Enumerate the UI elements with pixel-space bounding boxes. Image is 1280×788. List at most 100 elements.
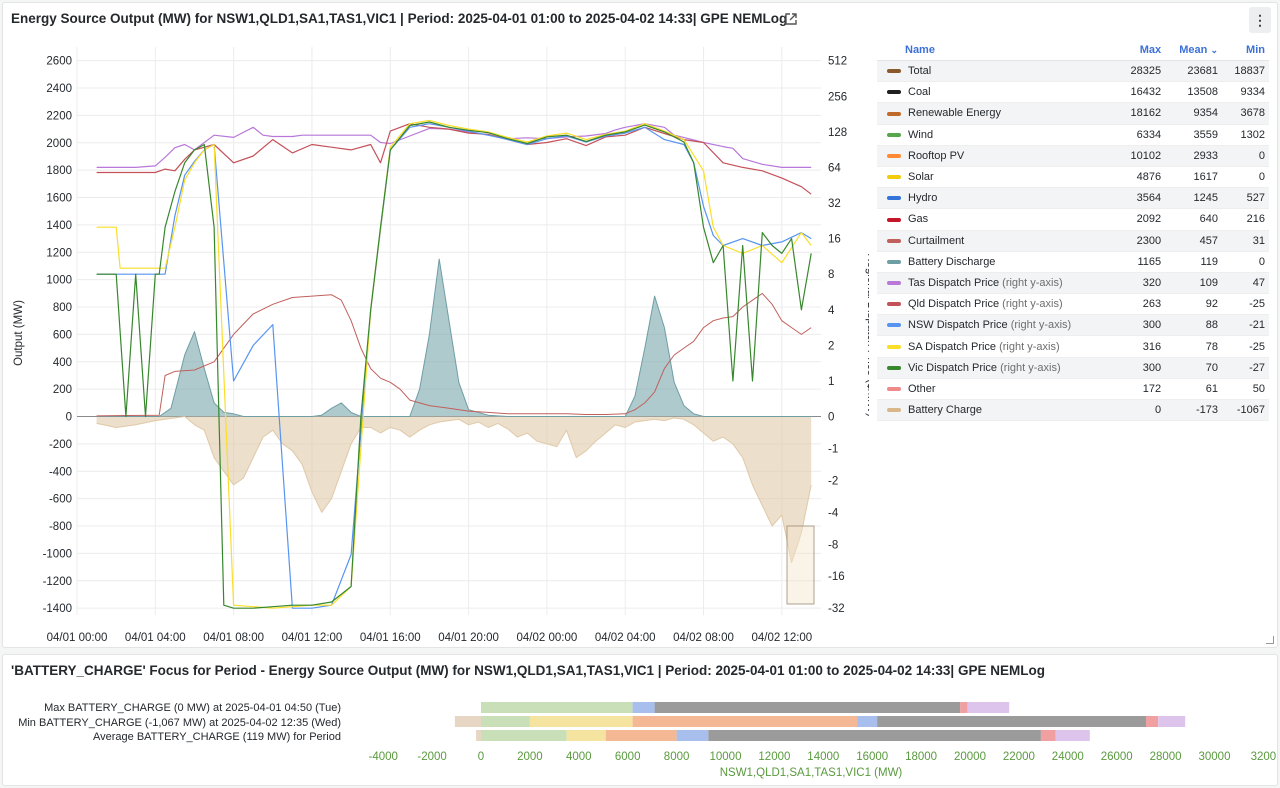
legend-series-name[interactable]: NSW Dispatch Price (right y-axis)	[877, 314, 1119, 337]
legend-value-mean: 70	[1165, 357, 1222, 379]
legend-row[interactable]: Renewable Energy 18162 9354 3678	[877, 102, 1269, 125]
legend-row[interactable]: SA Dispatch Price (right y-axis) 316 78 -25	[877, 335, 1269, 358]
legend-series-name[interactable]: Tas Dispatch Price (right y-axis)	[877, 272, 1119, 295]
legend-row[interactable]: Wind 6334 3559 1302	[877, 124, 1269, 146]
legend-swatch-icon	[887, 132, 901, 137]
bar-segment	[454, 716, 481, 727]
legend-row[interactable]: Vic Dispatch Price (right y-axis) 300 70 -2…	[877, 357, 1269, 379]
y2-tick-label: -32	[828, 603, 845, 615]
bar-segment	[481, 716, 530, 727]
sort-chevron-icon: ⌄	[1210, 45, 1218, 55]
legend-row[interactable]: Rooftop PV 10102 2933 0	[877, 145, 1269, 167]
legend-row[interactable]: Solar 4876 1617 0	[877, 166, 1269, 189]
bar-segment	[1040, 730, 1056, 741]
legend-row[interactable]: Coal 16432 13508 9334	[877, 81, 1269, 104]
bar-segment	[481, 702, 633, 713]
legend-row[interactable]: Hydro 3564 1245 527	[877, 187, 1269, 210]
legend-series-name[interactable]: Vic Dispatch Price (right y-axis)	[877, 357, 1119, 379]
legend-row[interactable]: Qld Dispatch Price (right y-axis) 263 92 -2…	[877, 293, 1269, 316]
legend-series-name[interactable]: Rooftop PV	[877, 145, 1119, 167]
legend-series-name[interactable]: Battery Charge	[877, 399, 1119, 422]
series-area	[96, 259, 812, 417]
legend-value-mean: -173	[1165, 399, 1222, 422]
series-line	[96, 416, 812, 564]
y2-tick-label: -8	[828, 539, 838, 551]
legend-row[interactable]: Curtailment 2300 457 31	[877, 230, 1269, 252]
legend-value-min: 3678	[1222, 102, 1269, 125]
legend-series-name[interactable]: Wind	[877, 124, 1119, 146]
legend-header-max[interactable]: Max	[1118, 41, 1166, 61]
y-tick-label: 1600	[46, 193, 72, 205]
legend-series-name[interactable]: SA Dispatch Price (right y-axis)	[877, 335, 1119, 358]
y-tick-label: -1200	[43, 576, 72, 588]
bar-segment	[708, 730, 1041, 741]
external-link-icon[interactable]	[783, 11, 799, 27]
legend-swatch-icon	[887, 365, 901, 370]
bar-label-avg: Average BATTERY_CHARGE (119 MW) for Peri…	[93, 731, 341, 743]
legend-series-name[interactable]: Hydro	[877, 187, 1119, 210]
bar-segment	[967, 702, 1010, 713]
legend-row[interactable]: Total 28325 23681 18837	[877, 60, 1269, 83]
bar-x-tick-label: 8000	[664, 751, 690, 763]
legend-row[interactable]: NSW Dispatch Price (right y-axis) 300 88 -2…	[877, 314, 1269, 337]
legend-series-name[interactable]: Solar	[877, 166, 1119, 189]
legend-swatch-icon	[887, 69, 901, 74]
bar-x-tick-label: 4000	[566, 751, 592, 763]
legend-value-mean: 61	[1165, 378, 1222, 401]
legend-value-mean: 78	[1165, 335, 1222, 358]
legend-value-min: 31	[1222, 230, 1269, 252]
legend-swatch-icon	[887, 90, 901, 95]
legend-value-max: 3564	[1118, 187, 1166, 210]
legend-value-min: -25	[1222, 335, 1269, 358]
legend-header-mean[interactable]: Mean ⌄	[1165, 41, 1222, 61]
bar-x-tick-label: 14000	[807, 751, 839, 763]
legend-row[interactable]: Other 172 61 50	[877, 378, 1269, 401]
y-tick-label: 200	[53, 384, 72, 396]
legend-swatch-icon	[887, 111, 901, 116]
bar-x-tick-label: -4000	[368, 751, 397, 763]
series-line	[96, 258, 812, 417]
legend-header-min[interactable]: Min	[1222, 41, 1269, 61]
legend-row[interactable]: Battery Discharge 1165 119 0	[877, 251, 1269, 273]
bar-x-tick-label: 24000	[1052, 751, 1084, 763]
resize-handle[interactable]	[1266, 636, 1274, 644]
legend-series-name[interactable]: Renewable Energy	[877, 102, 1119, 125]
y2-tick-label: 32	[828, 198, 841, 210]
legend-value-max: 1165	[1118, 251, 1166, 273]
legend-value-min: 9334	[1222, 81, 1269, 104]
legend-row[interactable]: Gas 2092 640 216	[877, 208, 1269, 231]
legend-value-min: 0	[1222, 166, 1269, 189]
y2-tick-label: -1	[828, 443, 838, 455]
legend-value-mean: 1617	[1165, 166, 1222, 189]
legend-row[interactable]: Battery Charge 0 -173 -1067	[877, 399, 1269, 422]
legend-row[interactable]: Tas Dispatch Price (right y-axis) 320 109 4…	[877, 272, 1269, 295]
legend-series-name[interactable]: Battery Discharge	[877, 251, 1119, 273]
y2-tick-label: 0	[828, 412, 834, 424]
legend-value-mean: 109	[1165, 272, 1222, 295]
legend-swatch-icon	[887, 408, 901, 413]
legend-series-name[interactable]: Curtailment	[877, 230, 1119, 252]
panel-menu-icon[interactable]: ⋮	[1249, 7, 1271, 33]
bar-x-tick-label: 28000	[1150, 751, 1182, 763]
legend-series-name[interactable]: Other	[877, 378, 1119, 401]
y-tick-label: 600	[53, 329, 72, 341]
bar-segment	[632, 702, 655, 713]
legend-value-mean: 13508	[1165, 81, 1222, 104]
legend-series-name[interactable]: Qld Dispatch Price (right y-axis)	[877, 293, 1119, 316]
legend-series-name[interactable]: Gas	[877, 208, 1119, 231]
bar-x-axis-label: NSW1,QLD1,SA1,TAS1,VIC1 (MW)	[720, 767, 903, 779]
y-axis-label: Output (MW)	[13, 300, 25, 366]
legend-series-name[interactable]: Coal	[877, 81, 1119, 104]
legend-axis-suffix: (right y-axis)	[1007, 319, 1072, 332]
legend-value-max: 4876	[1118, 166, 1166, 189]
legend-series-name[interactable]: Total	[877, 60, 1119, 83]
legend-header-name[interactable]: Name	[877, 41, 1119, 61]
legend-value-mean: 23681	[1165, 60, 1222, 83]
x-tick-label: 04/01 20:00	[438, 632, 499, 643]
legend-value-min: 18837	[1222, 60, 1269, 83]
legend-value-mean: 92	[1165, 293, 1222, 316]
legend-value-max: 0	[1118, 399, 1166, 422]
legend-axis-suffix: (right y-axis)	[999, 276, 1063, 289]
bar-x-tick-label: 22000	[1003, 751, 1035, 763]
legend-swatch-icon	[887, 344, 901, 349]
